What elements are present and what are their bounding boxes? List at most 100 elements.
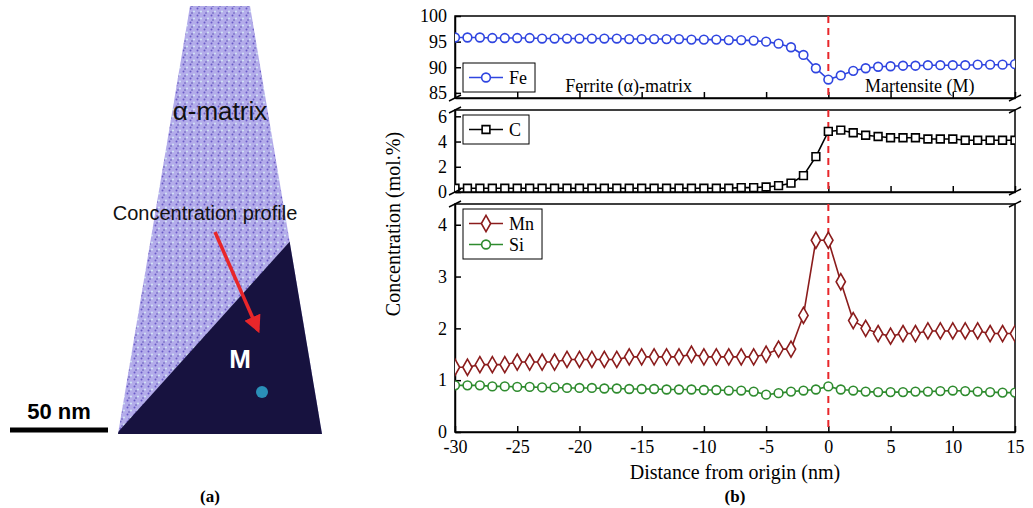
series-marker [513, 354, 522, 370]
y-tick: 6 [438, 107, 461, 127]
series-marker [886, 328, 895, 344]
panel-label: (a) [200, 487, 220, 506]
series-marker [774, 39, 783, 48]
series-marker [762, 37, 771, 46]
series-marker [649, 349, 658, 365]
series-marker [787, 43, 796, 52]
series-marker [488, 382, 497, 391]
y-axis: 0 2 4 6 [438, 107, 461, 203]
series-marker [761, 346, 770, 362]
y-tick: 0 [438, 422, 461, 442]
series-marker [712, 386, 721, 395]
series-marker [500, 357, 509, 373]
series-marker [687, 35, 696, 44]
axis-line [456, 432, 1016, 434]
y-tick: 3 [438, 267, 461, 287]
x-tick-label: -15 [630, 437, 654, 457]
x-tick [953, 186, 954, 192]
plot-frame [455, 16, 1015, 98]
legend-marker [482, 240, 491, 249]
x-tick-mark [517, 92, 519, 98]
series-marker [936, 387, 945, 396]
x-tick-label: 5 [887, 437, 896, 457]
legend: MnSi [463, 209, 542, 259]
y-tick-mark [455, 276, 461, 278]
series-marker [973, 387, 982, 396]
axis-break [449, 201, 461, 207]
series-marker [762, 183, 770, 191]
series-marker [786, 341, 795, 357]
series-marker [774, 341, 783, 357]
series-marker [974, 136, 982, 144]
series-marker [837, 126, 845, 134]
series-marker [874, 133, 882, 141]
y-tick-mark [455, 224, 461, 226]
series-marker [513, 34, 522, 43]
series-marker [998, 325, 1007, 341]
series-marker [538, 383, 547, 392]
series-marker [662, 349, 671, 365]
series-marker [936, 135, 944, 143]
y-tick-label: 4 [438, 132, 447, 152]
series-marker [464, 184, 472, 192]
x-tick-label: -30 [444, 437, 468, 457]
series-marker [712, 349, 721, 365]
series-marker [526, 184, 534, 192]
series-marker [824, 382, 833, 391]
series-marker [737, 36, 746, 45]
series-marker [986, 60, 995, 69]
x-tick-mark [953, 426, 955, 432]
series-marker [455, 381, 459, 390]
series-marker [688, 184, 696, 192]
axis-line [455, 111, 457, 193]
x-tick-mark [766, 426, 768, 432]
y-tick-label: 4 [438, 215, 447, 235]
x-tick [517, 92, 518, 98]
series-marker [637, 385, 646, 394]
axis-break [449, 189, 461, 195]
series-marker [911, 387, 920, 396]
x-tick [766, 92, 767, 98]
series-marker [924, 61, 933, 70]
series-marker [501, 184, 509, 192]
series-marker [600, 34, 609, 43]
series-marker [637, 349, 646, 365]
specimen-feature [256, 386, 268, 398]
series-marker [663, 184, 671, 192]
series-marker [787, 387, 796, 396]
series-marker [924, 135, 932, 143]
axis-break [1009, 95, 1021, 101]
y-tick: 0 [438, 182, 461, 202]
y-tick: 2 [438, 157, 461, 177]
series-marker [500, 34, 509, 43]
series-marker [575, 34, 584, 43]
series-marker [613, 184, 621, 192]
series-marker [973, 60, 982, 69]
series-marker [873, 325, 882, 341]
series-marker [749, 387, 758, 396]
plot-frame [455, 204, 1015, 432]
y-tick-mark [455, 141, 461, 143]
x-tick-label: 15 [1007, 437, 1025, 457]
series-marker [861, 320, 870, 336]
series-marker [749, 349, 758, 365]
series-marker [924, 387, 933, 396]
series-marker [662, 35, 671, 44]
series-marker [899, 61, 908, 70]
series-marker [525, 383, 534, 392]
plot-area [455, 204, 1015, 432]
series-marker [861, 387, 870, 396]
axis-line [455, 205, 457, 433]
series-marker [1011, 60, 1015, 69]
series-marker [455, 33, 459, 42]
x-tick-mark [641, 426, 643, 432]
series-marker [700, 35, 709, 44]
x-tick-mark [890, 426, 892, 432]
panel-a: α-matrixConcentration profileM50 nm(a) [10, 6, 345, 506]
axis-break [1009, 201, 1021, 207]
series-marker [961, 136, 969, 144]
y-tick: 100 [420, 6, 461, 26]
series-marker [724, 36, 733, 45]
series-line [455, 130, 1015, 188]
series-marker [948, 323, 957, 339]
